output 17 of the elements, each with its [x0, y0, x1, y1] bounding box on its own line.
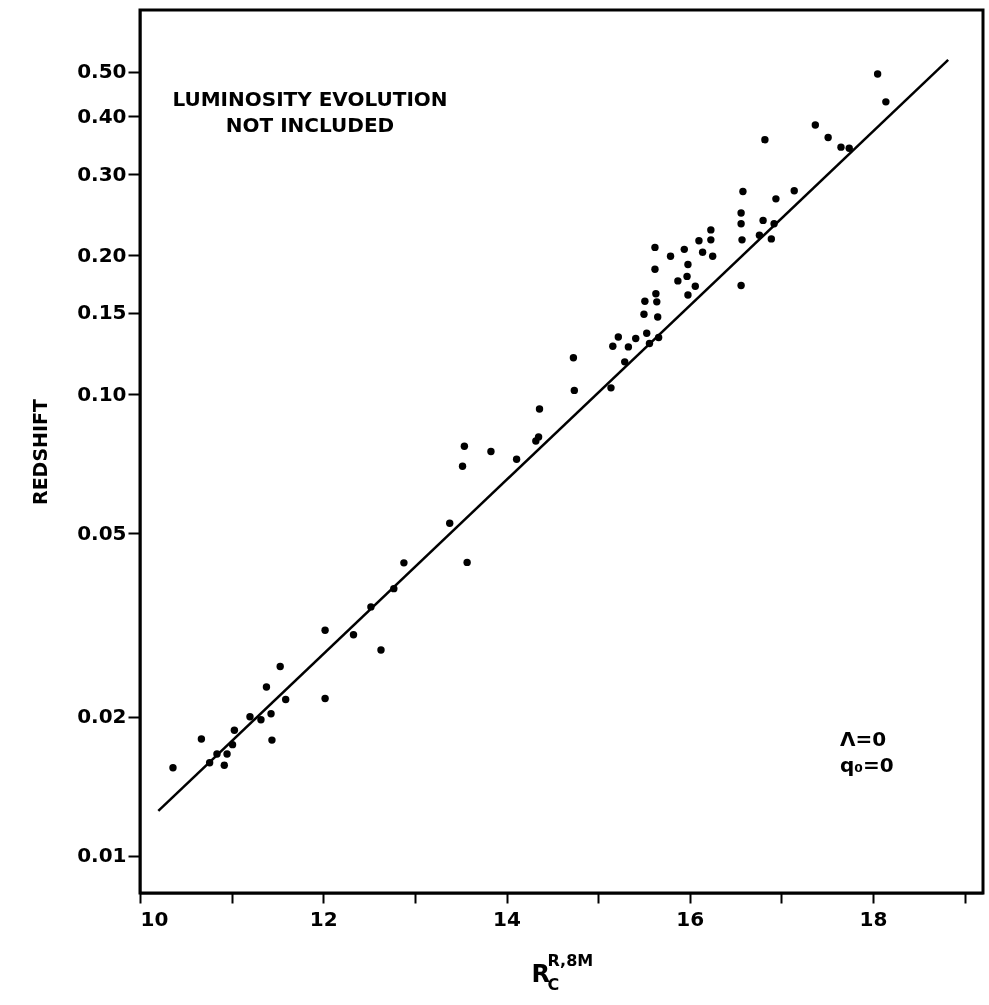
x-tick-label: 14	[493, 906, 521, 931]
y-tick-label: 0.05	[77, 520, 127, 545]
annotation: LUMINOSITY EVOLUTION NOT INCLUDED	[172, 87, 448, 137]
x-tick-label: 16	[676, 906, 705, 931]
y-tick-label: 0.01	[77, 843, 127, 868]
y-tick-label: 0.15	[77, 300, 127, 325]
x-tick-label: 12	[309, 906, 338, 931]
y-axis-title: REDSHIFT	[29, 398, 52, 505]
annotation: Λ=0 q₀=0	[840, 727, 894, 777]
y-tick-label: 0.10	[77, 381, 127, 406]
y-tick-label: 0.50	[77, 59, 127, 84]
x-tick-label: 10	[140, 906, 169, 931]
y-tick-label: 0.30	[77, 161, 127, 186]
y-tick-label: 0.40	[77, 103, 127, 128]
y-tick-label: 0.02	[77, 704, 127, 729]
y-tick-label: 0.20	[77, 242, 127, 267]
x-tick-label: 18	[859, 906, 888, 931]
